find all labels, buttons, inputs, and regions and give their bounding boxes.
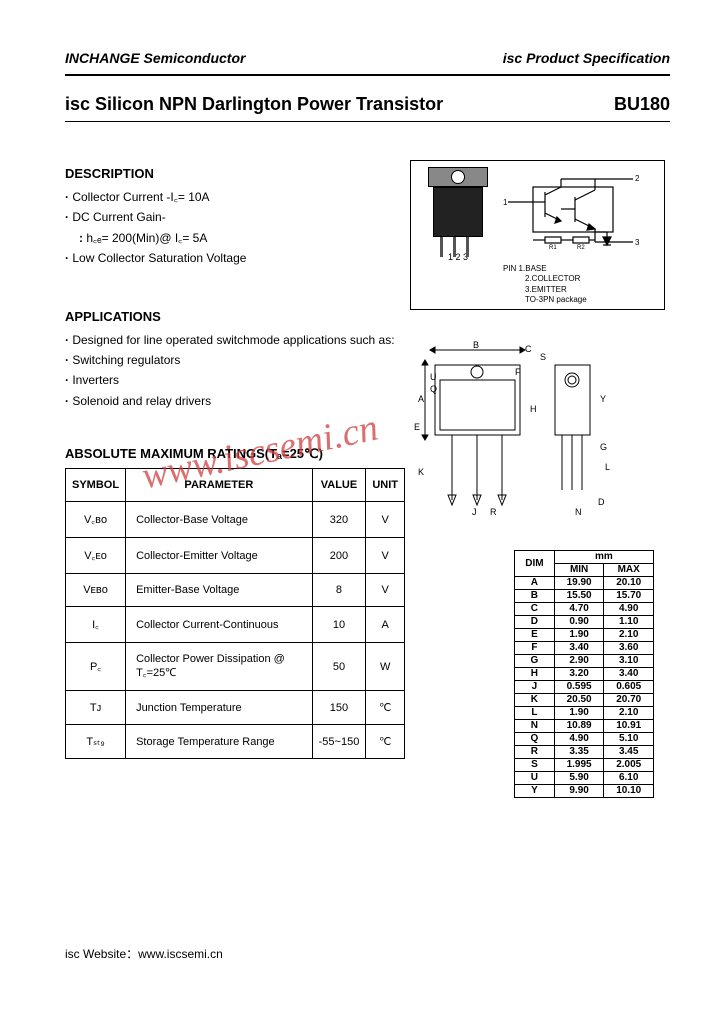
package-photo: 1 2 3 (417, 167, 499, 303)
svg-text:C: C (525, 344, 532, 354)
circuit-diagram: 1 2 3 R1 R2 PIN 1.BASE 2.COLLECTOR 3.EMI… (503, 167, 658, 303)
svg-text:3: 3 (635, 238, 640, 247)
svg-text:H: H (530, 404, 537, 414)
part-number: BU180 (614, 94, 670, 115)
desc-item: DC Current Gain- (65, 207, 405, 227)
svg-text:R2: R2 (577, 245, 585, 251)
description-list: Collector Current -I꜀= 10A DC Current Ga… (65, 187, 405, 269)
app-item: Inverters (65, 370, 405, 390)
svg-text:Y: Y (600, 394, 606, 404)
table-row: P꜀Collector Power Dissipation @ T꜀=25℃50… (66, 643, 405, 691)
table-row: L1.902.10 (515, 707, 654, 720)
app-item: Solenoid and relay drivers (65, 391, 405, 411)
table-row: G2.903.10 (515, 655, 654, 668)
svg-text:E: E (414, 422, 420, 432)
table-row: F3.403.60 (515, 642, 654, 655)
desc-item: Collector Current -I꜀= 10A (65, 187, 405, 207)
table-row: S1.9952.005 (515, 759, 654, 772)
title-rule (65, 121, 670, 122)
pin-legend: PIN 1.BASE 2.COLLECTOR 3.EMITTER TO-3PN … (503, 264, 658, 306)
table-row: C4.704.90 (515, 603, 654, 616)
product-title: isc Silicon NPN Darlington Power Transis… (65, 94, 443, 115)
table-row: VᴇʙᴏEmitter-Base Voltage8V (66, 574, 405, 607)
table-row: J0.5950.605 (515, 681, 654, 694)
table-row: B15.5015.70 (515, 590, 654, 603)
table-row: I꜀Collector Current-Continuous10A (66, 607, 405, 643)
svg-text:B: B (473, 340, 479, 350)
svg-text:R: R (490, 507, 497, 517)
svg-text:D: D (598, 497, 605, 507)
table-row: Tₛₜ₉Storage Temperature Range-55~150℃ (66, 725, 405, 759)
table-row: TᴊJunction Temperature150℃ (66, 691, 405, 725)
col-param: PARAMETER (126, 469, 313, 502)
col-unit: UNIT (366, 469, 405, 502)
app-item: Switching regulators (65, 350, 405, 370)
header-rule (65, 74, 670, 76)
table-row: Y9.9010.10 (515, 785, 654, 798)
svg-text:K: K (418, 467, 424, 477)
table-row: E1.902.10 (515, 629, 654, 642)
applications-heading: APPLICATIONS (65, 309, 405, 324)
svg-text:2: 2 (635, 174, 640, 183)
table-row: R3.353.45 (515, 746, 654, 759)
table-row: D0.901.10 (515, 616, 654, 629)
title-bar: isc Silicon NPN Darlington Power Transis… (65, 94, 670, 115)
desc-item: h꜀ₑ= 200(Min)@ I꜀= 5A (65, 228, 405, 248)
table-row: V꜀ʙᴏCollector-Base Voltage320V (66, 502, 405, 538)
col-value: VALUE (312, 469, 366, 502)
package-diagram-box: 1 2 3 (410, 160, 665, 310)
desc-item: Low Collector Saturation Voltage (65, 248, 405, 268)
svg-text:G: G (600, 442, 607, 452)
svg-text:N: N (575, 507, 582, 517)
svg-text:F: F (515, 367, 521, 377)
table-row: V꜀ᴇᴏCollector-Emitter Voltage200V (66, 538, 405, 574)
header-bar: INCHANGE Semiconductor isc Product Speci… (65, 50, 670, 66)
svg-text:U: U (430, 372, 437, 382)
dimension-table: DIMmm MINMAX A19.9020.10B15.5015.70C4.70… (514, 550, 654, 798)
col-symbol: SYMBOL (66, 469, 126, 502)
table-row: U5.906.10 (515, 772, 654, 785)
svg-text:L: L (605, 462, 610, 472)
svg-text:1: 1 (503, 198, 508, 207)
table-row: K20.5020.70 (515, 694, 654, 707)
table-row: H3.203.40 (515, 668, 654, 681)
table-row: N10.8910.91 (515, 720, 654, 733)
mechanical-drawing: B C S F A U Q E H K J R Y G L D N (410, 330, 665, 525)
ratings-heading: ABSOLUTE MAXIMUM RATINGS(Tₐ=25℃) (65, 446, 405, 462)
svg-text:Q: Q (430, 384, 437, 394)
svg-text:J: J (472, 507, 477, 517)
svg-text:A: A (418, 394, 424, 404)
svg-text:S: S (540, 352, 546, 362)
table-row: A19.9020.10 (515, 577, 654, 590)
app-intro: Designed for line operated switchmode ap… (65, 330, 405, 350)
footer: isc Website：www.iscsemi.cn (65, 945, 223, 962)
svg-text:R1: R1 (549, 245, 557, 251)
ratings-table: SYMBOL PARAMETER VALUE UNIT V꜀ʙᴏCollecto… (65, 468, 405, 759)
applications-list: Designed for line operated switchmode ap… (65, 330, 405, 412)
doc-type: isc Product Specification (503, 50, 670, 66)
description-heading: DESCRIPTION (65, 166, 405, 181)
table-row: Q4.905.10 (515, 733, 654, 746)
company-name: INCHANGE Semiconductor (65, 50, 245, 66)
